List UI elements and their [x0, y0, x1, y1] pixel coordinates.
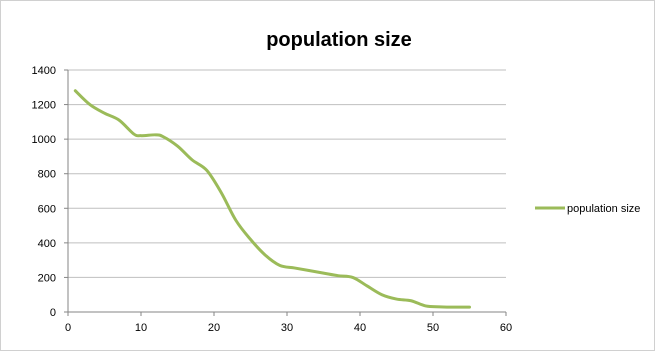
y-axis-ticks: 0 200 400 600 800 1000 1200 1400: [32, 65, 68, 319]
x-tick-label: 40: [354, 322, 366, 334]
series-line-population-size: [73, 89, 471, 309]
y-tick-label: 1200: [32, 100, 56, 112]
y-tick-label: 1000: [32, 134, 56, 146]
x-tick-label: 20: [208, 322, 220, 334]
y-tick-label: 600: [38, 203, 56, 215]
axes: [67, 70, 506, 313]
x-tick-label: 30: [281, 322, 293, 334]
chart-title: population size: [266, 29, 412, 51]
x-tick-label: 0: [65, 322, 71, 334]
legend: population size: [535, 203, 640, 215]
series-layer: [73, 89, 471, 309]
legend-label: population size: [567, 203, 640, 215]
y-tick-label: 200: [38, 272, 56, 284]
y-tick-label: 0: [50, 307, 56, 319]
y-tick-label: 400: [38, 238, 56, 250]
x-axis-ticks: 0 10 20 30 40 50 60: [65, 312, 512, 334]
x-tick-label: 10: [135, 322, 147, 334]
x-tick-label: 50: [427, 322, 439, 334]
x-tick-label: 60: [500, 322, 512, 334]
y-tick-label: 800: [38, 169, 56, 181]
y-tick-label: 1400: [32, 65, 56, 77]
gridlines: [68, 69, 506, 278]
